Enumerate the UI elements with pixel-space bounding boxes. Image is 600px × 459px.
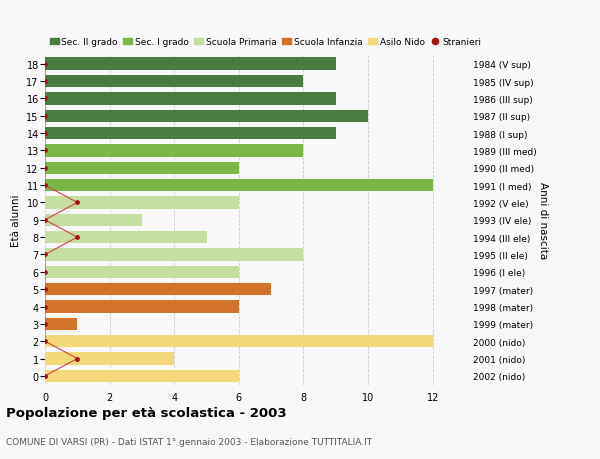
Bar — [45, 249, 304, 261]
Bar — [45, 76, 304, 88]
Bar — [45, 335, 433, 347]
Bar — [45, 318, 77, 330]
Bar — [45, 128, 336, 140]
Bar — [45, 370, 239, 382]
Bar — [45, 231, 206, 244]
Y-axis label: Anni di nascita: Anni di nascita — [538, 182, 548, 259]
Bar — [45, 214, 142, 227]
Bar — [45, 145, 304, 157]
Bar — [45, 162, 239, 174]
Text: COMUNE DI VARSI (PR) - Dati ISTAT 1° gennaio 2003 - Elaborazione TUTTITALIA.IT: COMUNE DI VARSI (PR) - Dati ISTAT 1° gen… — [6, 437, 372, 446]
Bar — [45, 93, 336, 106]
Bar — [45, 266, 239, 279]
Bar — [45, 179, 433, 192]
Text: Popolazione per età scolastica - 2003: Popolazione per età scolastica - 2003 — [6, 406, 287, 419]
Bar — [45, 301, 239, 313]
Bar — [45, 58, 336, 71]
Bar — [45, 353, 174, 365]
Y-axis label: Età alunni: Età alunni — [11, 194, 21, 246]
Bar — [45, 110, 368, 123]
Legend: Sec. II grado, Sec. I grado, Scuola Primaria, Scuola Infanzia, Asilo Nido, Stran: Sec. II grado, Sec. I grado, Scuola Prim… — [50, 38, 481, 47]
Bar — [45, 197, 239, 209]
Bar — [45, 283, 271, 296]
